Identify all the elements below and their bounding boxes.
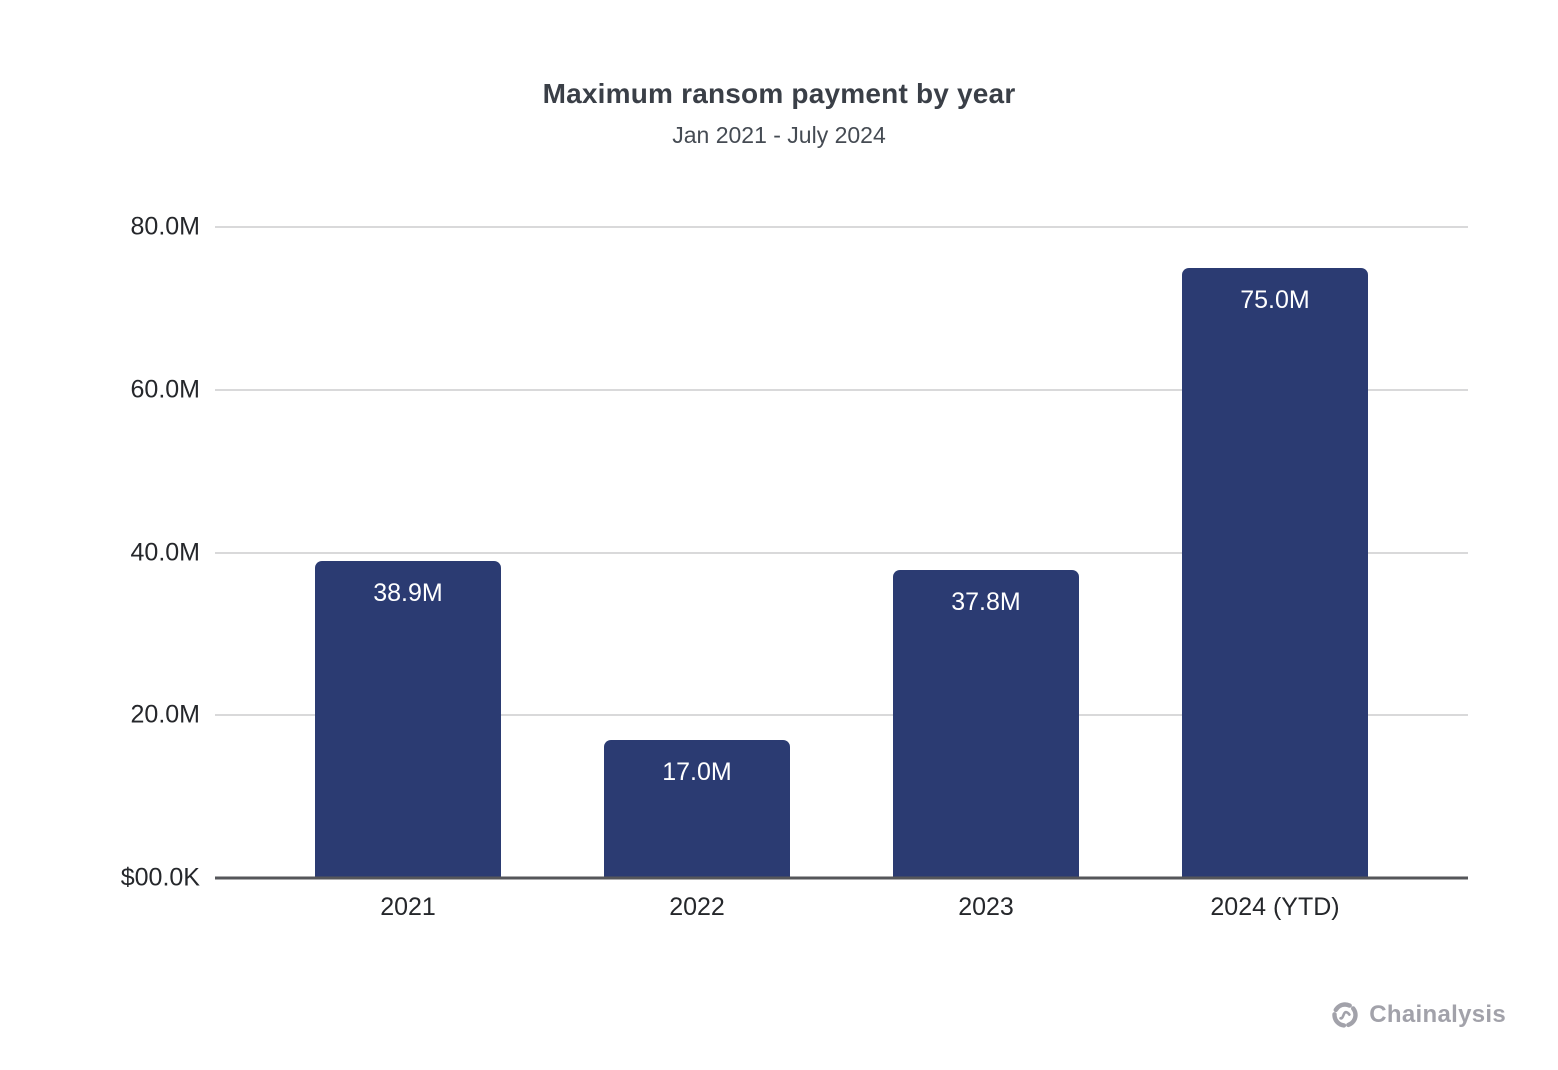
gridline: [215, 551, 1468, 554]
plot-area: 38.9M 17.0M 37.8M 75.0M $00.0K 20.0M 40.0M 60.…: [121, 213, 1468, 892]
bar-value-label: 75.0M: [1240, 285, 1310, 314]
y-tick-label: 20.0M: [130, 700, 200, 729]
x-axis-labels: 2021 2022 2023 2024 (YTD): [215, 893, 1468, 922]
gridline: [215, 226, 1468, 228]
y-tick-label: 80.0M: [130, 212, 200, 241]
chart-header: Maximum ransom payment by year Jan 2021 …: [0, 78, 1558, 149]
y-tick-label: 60.0M: [130, 375, 200, 404]
x-tick-label: 2024 (YTD): [1210, 893, 1340, 921]
bar-value-label: 37.8M: [951, 588, 1021, 617]
y-tick-label: $00.0K: [120, 863, 200, 892]
bar-value-label: 17.0M: [662, 757, 732, 786]
x-tick-label: 2021: [380, 893, 436, 921]
bar-2024-ytd-: 75.0M: [1182, 267, 1368, 878]
bar-2021: 38.9M: [315, 561, 501, 878]
gridline: [215, 388, 1468, 391]
brand-logo: Chainalysis: [1330, 1000, 1506, 1030]
chart-subtitle: Jan 2021 - July 2024: [672, 122, 886, 148]
y-tick-label: 40.0M: [130, 538, 200, 566]
brand-name: Chainalysis: [1369, 1001, 1506, 1028]
chart-title: Maximum ransom payment by year: [542, 78, 1016, 109]
bar-2022: 17.0M: [604, 739, 790, 878]
bars-container: 38.9M 17.0M 37.8M 75.0M: [215, 227, 1468, 878]
x-tick-label: 2023: [958, 893, 1014, 921]
bar-value-label: 38.9M: [373, 579, 443, 608]
gridline: [215, 714, 1468, 717]
x-tick-label: 2022: [669, 893, 725, 921]
x-axis-line: [215, 876, 1468, 880]
chainalysis-icon: [1332, 1002, 1358, 1028]
bar-2023: 37.8M: [893, 570, 1079, 878]
